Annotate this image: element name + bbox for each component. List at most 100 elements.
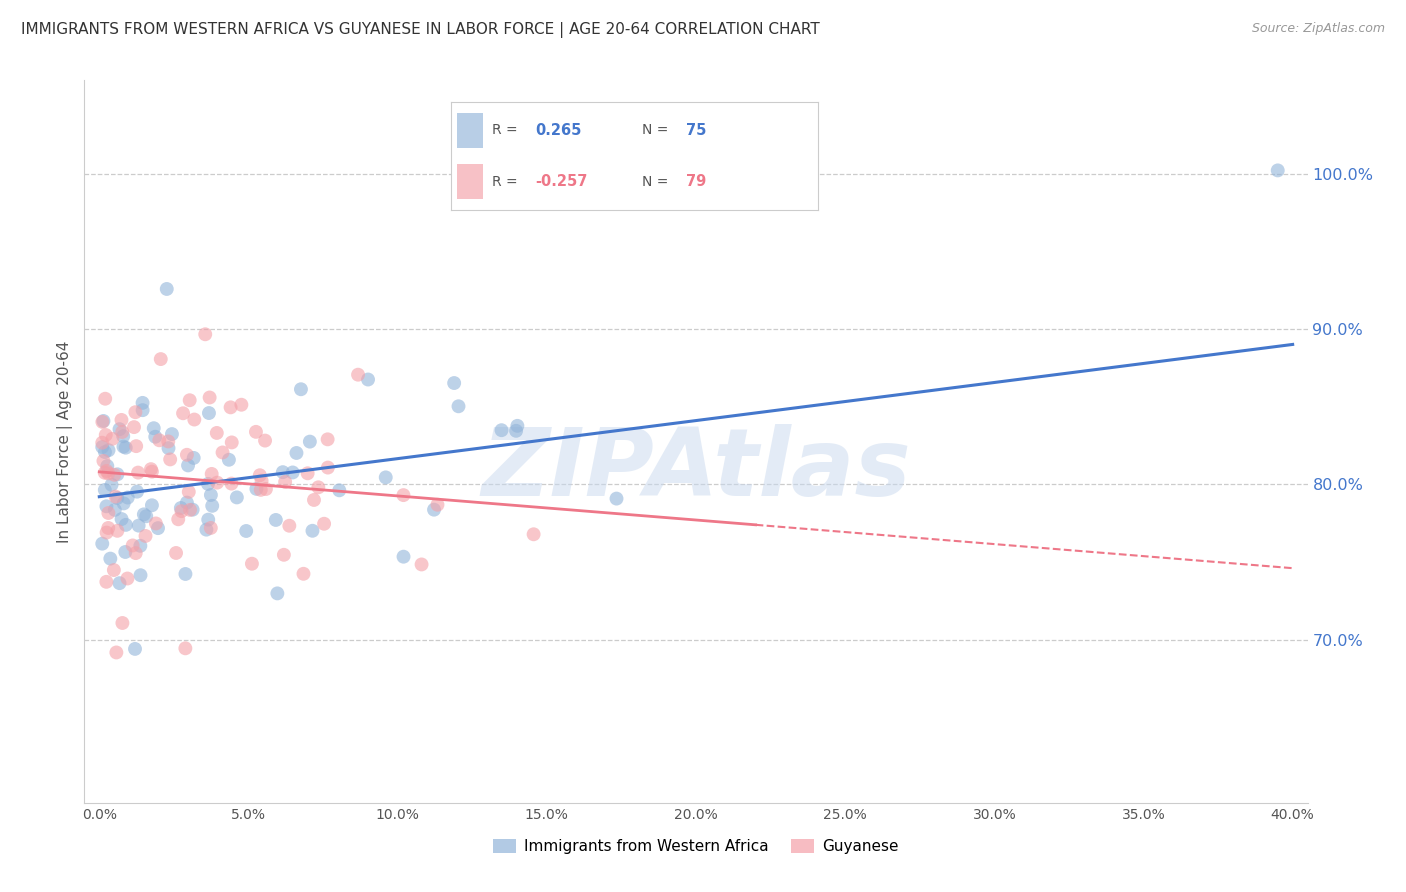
Point — [124, 641, 146, 656]
Point — [307, 480, 329, 494]
Point — [374, 470, 396, 484]
Point — [297, 467, 319, 481]
Point — [128, 518, 150, 533]
Point — [149, 352, 172, 367]
Point — [93, 414, 115, 428]
Point — [117, 572, 139, 586]
Point — [111, 425, 134, 439]
Point — [179, 393, 201, 408]
Point — [183, 412, 205, 426]
Point — [195, 523, 218, 537]
Point — [423, 502, 446, 516]
Point — [170, 504, 193, 518]
Point — [94, 483, 117, 497]
Point — [105, 645, 128, 659]
Point — [105, 524, 128, 538]
Point — [91, 415, 114, 429]
Point — [328, 483, 350, 498]
Point — [97, 467, 120, 481]
Point — [197, 477, 219, 491]
Text: IMMIGRANTS FROM WESTERN AFRICA VS GUYANESE IN LABOR FORCE | AGE 20-64 CORRELATIO: IMMIGRANTS FROM WESTERN AFRICA VS GUYANE… — [21, 22, 820, 38]
Point — [219, 401, 242, 415]
Point — [125, 439, 148, 453]
Point — [198, 406, 221, 420]
Y-axis label: In Labor Force | Age 20-64: In Labor Force | Age 20-64 — [58, 341, 73, 542]
Point — [254, 482, 277, 496]
Point — [172, 406, 194, 420]
Point — [221, 476, 243, 491]
Point — [160, 427, 183, 442]
Point — [96, 458, 118, 473]
Point — [176, 448, 198, 462]
Point — [298, 434, 321, 449]
Point — [96, 464, 118, 478]
Point — [266, 586, 288, 600]
Point — [225, 491, 247, 505]
Point — [104, 490, 127, 504]
Point — [91, 440, 114, 454]
Point — [170, 501, 193, 516]
Point — [107, 467, 129, 482]
Point — [94, 445, 117, 459]
Point — [97, 506, 120, 520]
Point — [131, 403, 153, 417]
Point — [218, 452, 240, 467]
Point — [183, 450, 205, 465]
Point — [301, 524, 323, 538]
Point — [165, 546, 187, 560]
Point — [103, 563, 125, 577]
Point — [108, 576, 131, 591]
Point — [177, 484, 200, 499]
Point — [231, 398, 253, 412]
Point — [181, 502, 204, 516]
Point — [273, 548, 295, 562]
Point — [125, 484, 148, 499]
Point — [127, 466, 149, 480]
Point — [254, 434, 277, 448]
Point — [245, 482, 267, 496]
Point — [91, 536, 114, 550]
Point — [141, 465, 163, 479]
Point — [94, 392, 117, 406]
Point — [110, 512, 132, 526]
Point — [177, 458, 200, 473]
Point — [411, 558, 433, 572]
Point — [523, 527, 546, 541]
Point — [110, 413, 132, 427]
Point — [96, 574, 118, 589]
Point — [201, 499, 224, 513]
Point — [197, 513, 219, 527]
Point — [156, 282, 179, 296]
Point — [98, 551, 121, 566]
Point — [506, 418, 529, 433]
Point — [103, 467, 125, 482]
Point — [205, 425, 228, 440]
Point — [115, 517, 138, 532]
Point — [174, 641, 197, 656]
Point — [131, 396, 153, 410]
Text: Source: ZipAtlas.com: Source: ZipAtlas.com — [1251, 22, 1385, 36]
Point — [139, 462, 162, 476]
Point — [285, 446, 308, 460]
Point — [94, 428, 117, 442]
Point — [249, 483, 271, 497]
Point — [281, 466, 304, 480]
Point — [96, 525, 118, 540]
Point — [129, 568, 152, 582]
Point — [278, 518, 301, 533]
Point — [200, 521, 222, 535]
Point — [426, 498, 449, 512]
Point — [157, 441, 180, 455]
Point — [194, 327, 217, 342]
Point — [121, 538, 143, 552]
Point — [157, 434, 180, 449]
Point — [114, 441, 136, 455]
Point — [105, 491, 128, 505]
Point — [111, 615, 134, 630]
Point — [392, 549, 415, 564]
Point — [159, 452, 181, 467]
Point — [1267, 163, 1289, 178]
Point — [132, 508, 155, 522]
Point — [443, 376, 465, 390]
Point — [176, 495, 198, 509]
